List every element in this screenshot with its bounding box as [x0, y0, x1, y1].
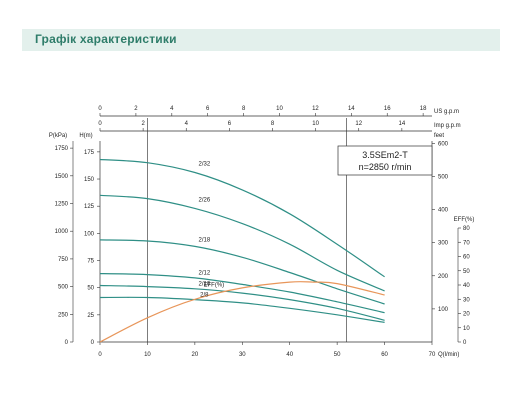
- head-curve-2-18: [99, 239, 385, 305]
- head-tick-label: 125: [84, 204, 95, 210]
- chart-text: 0 10 20 30 40 50 60 70 Q(l/min)0 2 4 6 8 10 12 14 16 18 US…: [49, 106, 475, 358]
- head-tick-label: 175: [84, 150, 95, 156]
- head-tick-label: 0: [91, 340, 95, 346]
- feet-axis-label: feet: [434, 133, 444, 139]
- series-label-2-26: 2/26: [198, 197, 210, 203]
- x-tick-label: 50: [334, 352, 341, 358]
- feet-tick-label: 300: [438, 241, 449, 247]
- imp-gpm-tick-label: 2: [141, 121, 145, 127]
- imp-gpm-tick-label: 4: [185, 121, 189, 127]
- eff-axis-label: EFF(%): [454, 217, 475, 223]
- us-gpm-tick-label: 2: [134, 106, 138, 112]
- head-curve-2-8: [99, 296, 385, 323]
- eff-tick-label: 50: [463, 269, 470, 275]
- feet-tick-label: 600: [438, 141, 449, 147]
- us-gpm-tick-label: 18: [420, 106, 427, 112]
- eff-tick-label: 70: [463, 240, 470, 246]
- us-gpm-tick-label: 12: [312, 106, 319, 112]
- head-curve-2-10: [99, 284, 385, 321]
- imp-gpm-tick-label: 8: [271, 121, 275, 127]
- pressure-tick-label: 1250: [55, 202, 69, 208]
- model-name: 3.5SEm2-T: [362, 150, 408, 160]
- series-label-2-10: 2/10: [198, 282, 210, 288]
- head-curve-2-12: [99, 273, 385, 314]
- imp-gpm-tick-label: 10: [312, 121, 319, 127]
- x-tick-label: 20: [192, 352, 199, 358]
- series-label-2-12: 2/12: [198, 270, 210, 276]
- eff-tick-label: 0: [463, 340, 467, 346]
- feet-tick-label: 100: [438, 307, 449, 313]
- chart-series: [99, 158, 385, 343]
- pressure-tick-label: 1500: [55, 174, 69, 180]
- page-title: Графік характеристики: [35, 32, 177, 46]
- us-gpm-tick-label: 8: [242, 106, 246, 112]
- us-gpm-tick-label: 10: [276, 106, 283, 112]
- us-gpm-tick-label: 4: [170, 106, 174, 112]
- us-gpm-tick-label: 16: [384, 106, 391, 112]
- pressure-axis-label: P(kPa): [49, 133, 67, 139]
- model-speed: n=2850 r/min: [359, 162, 412, 172]
- head-tick-label: 25: [87, 313, 94, 319]
- x-tick-label: 0: [98, 352, 102, 358]
- head-tick-label: 75: [87, 259, 94, 265]
- imp-gpm-tick-label: 14: [399, 121, 406, 127]
- imp-gpm-axis-label: Imp g.p.m: [434, 123, 461, 129]
- head-tick-label: 50: [87, 286, 94, 292]
- x-tick-label: 60: [381, 352, 388, 358]
- header-bar: Графік характеристики: [22, 29, 500, 51]
- pressure-tick-label: 500: [58, 285, 69, 291]
- chart-axes: [70, 113, 461, 345]
- head-axis-label: H(m): [79, 133, 92, 139]
- model-box: 3.5SEm2-T n=2850 r/min: [337, 145, 433, 176]
- efficiency-curve: [99, 281, 385, 343]
- imp-gpm-tick-label: 6: [228, 121, 232, 127]
- us-gpm-tick-label: 14: [348, 106, 355, 112]
- head-curve-2-26: [99, 194, 385, 292]
- eff-tick-label: 80: [463, 226, 470, 232]
- series-label-2-18: 2/18: [198, 238, 210, 244]
- series-label-2-8: 2/8: [200, 293, 209, 299]
- head-tick-label: 100: [84, 231, 95, 237]
- feet-tick-label: 500: [438, 174, 449, 180]
- head-curve-2-32: [99, 158, 385, 278]
- x-tick-label: 70: [429, 352, 436, 358]
- series-label-2-32: 2/32: [198, 162, 210, 168]
- eff-tick-label: 20: [463, 312, 470, 318]
- us-gpm-axis-label: US g.p.m: [434, 109, 459, 115]
- eff-tick-label: 10: [463, 326, 470, 332]
- x-axis-label: Q(l/min): [438, 352, 459, 358]
- x-tick-label: 10: [144, 352, 151, 358]
- eff-tick-label: 60: [463, 255, 470, 261]
- head-tick-label: 150: [84, 177, 95, 183]
- eff-tick-label: 30: [463, 297, 470, 303]
- feet-tick-label: 400: [438, 208, 449, 214]
- us-gpm-tick-label: 0: [98, 106, 102, 112]
- imp-gpm-tick-label: 12: [355, 121, 362, 127]
- eff-tick-label: 40: [463, 283, 470, 289]
- pressure-tick-label: 750: [58, 257, 69, 263]
- x-tick-label: 30: [239, 352, 246, 358]
- pressure-tick-label: 250: [58, 312, 69, 318]
- efficiency-label: EFF(%): [203, 282, 224, 288]
- pressure-tick-label: 0: [65, 340, 69, 346]
- pressure-tick-label: 1750: [55, 146, 69, 152]
- pressure-tick-label: 1000: [55, 229, 69, 235]
- x-tick-label: 40: [286, 352, 293, 358]
- imp-gpm-tick-label: 0: [98, 121, 102, 127]
- model-box-frame: [337, 145, 433, 176]
- feet-tick-label: 200: [438, 274, 449, 280]
- us-gpm-tick-label: 6: [206, 106, 210, 112]
